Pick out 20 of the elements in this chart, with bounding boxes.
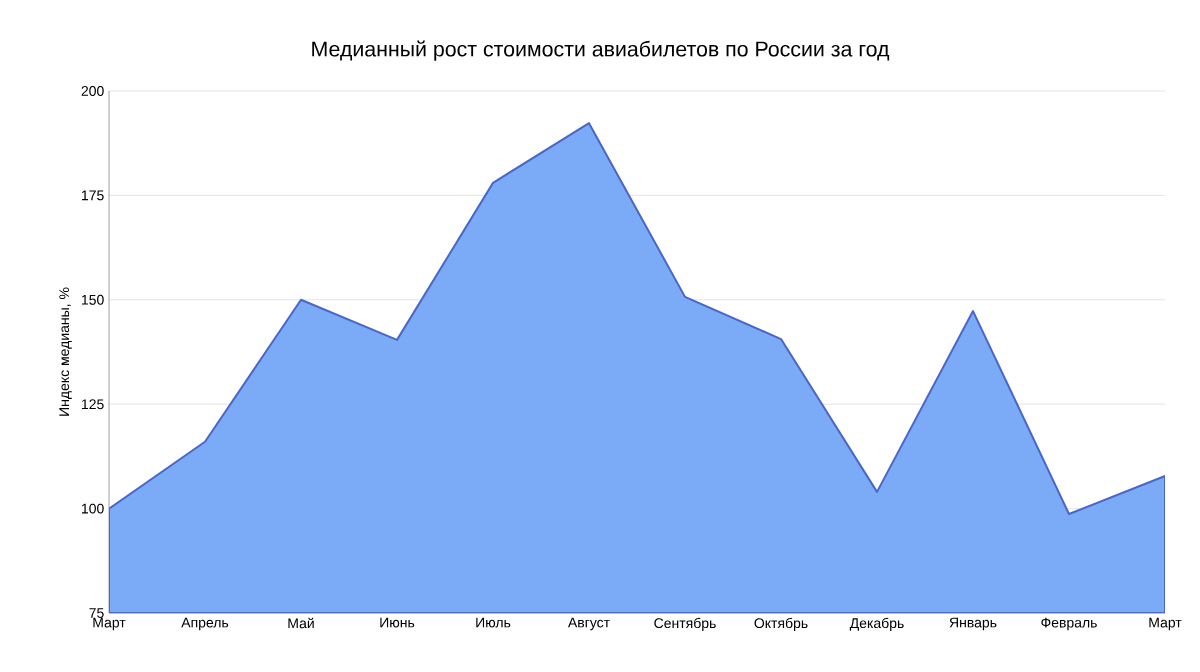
y-tick-label: 200: [81, 86, 104, 96]
x-tick-label: Апрель: [181, 617, 229, 631]
y-tick-label: 150: [82, 294, 104, 305]
x-tick-label: Май: [288, 617, 314, 629]
y-tick-label: 125: [82, 399, 104, 410]
x-tick-label: Июль: [476, 617, 511, 628]
chart-title: Медианный рост стоимости авиабилетов по России за год: [312, 40, 890, 61]
x-tick-label: Октябрь: [754, 617, 808, 631]
y-tick-label: 75: [89, 608, 104, 618]
x-tick-label: Февраль: [1041, 617, 1097, 631]
x-tick-label: Март: [93, 617, 126, 631]
x-tick-label: Март: [1149, 617, 1182, 631]
x-tick-label: Декабрь: [849, 617, 904, 631]
y-tick-label: 175: [82, 190, 104, 201]
y-axis-title: Индекс медианы, %: [59, 287, 72, 416]
x-tick-label: Январь: [949, 617, 997, 631]
y-tick-label: 100: [82, 503, 104, 514]
x-tick-label: Сентябрь: [654, 617, 716, 631]
x-tick-label: Июнь: [380, 617, 415, 628]
x-tick-label: Август: [567, 617, 610, 631]
